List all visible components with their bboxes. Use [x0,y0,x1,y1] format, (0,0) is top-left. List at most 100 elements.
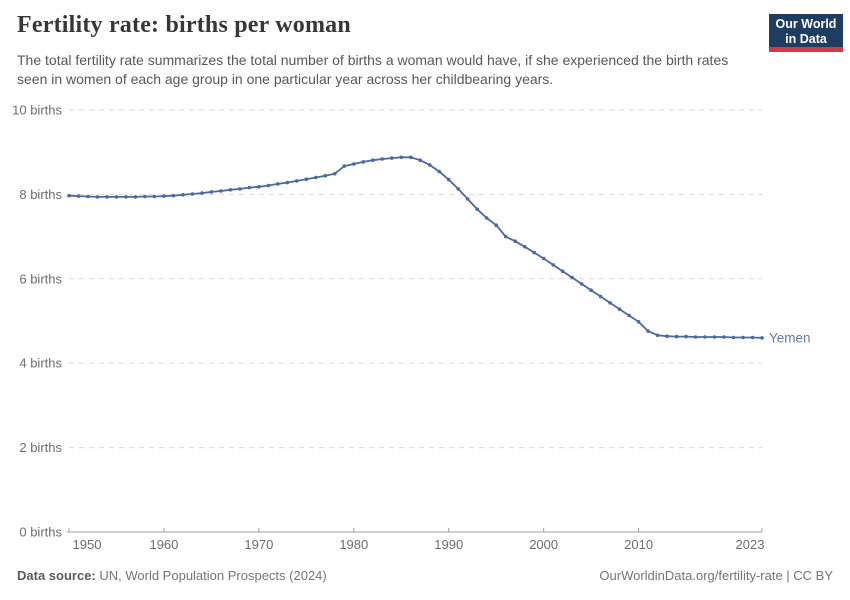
data-point-marker[interactable] [162,194,166,198]
data-point-marker[interactable] [95,195,100,199]
data-point-marker[interactable] [67,193,71,198]
chart-footer: Data source: UN, World Population Prospe… [17,568,833,583]
data-point-marker[interactable] [219,189,223,193]
owid-citation-link[interactable]: OurWorldinData.org/fertility-rate | CC B… [599,568,833,583]
data-source-label: Data source: [17,568,96,583]
data-point-marker[interactable] [285,180,290,185]
data-point-marker[interactable] [427,163,432,167]
data-source-value: UN, World Population Prospects (2024) [95,568,327,583]
data-point-marker[interactable] [352,162,356,166]
data-point-marker[interactable] [114,195,119,199]
data-point-marker[interactable] [570,275,574,280]
data-point-marker[interactable] [741,335,745,340]
data-point-marker[interactable] [152,194,157,199]
data-point-marker[interactable] [446,177,451,182]
data-point-marker[interactable] [494,223,499,227]
data-point-marker[interactable] [522,244,527,249]
data-point-marker[interactable] [304,177,309,181]
data-point-marker[interactable] [314,175,318,180]
data-point-marker[interactable] [532,250,536,255]
data-point-marker[interactable] [371,158,375,162]
data-point-marker[interactable] [437,169,442,174]
data-point-marker[interactable] [276,182,280,186]
data-point-marker[interactable] [551,263,555,267]
y-axis-tick-label: 2 births [19,440,62,455]
data-point-marker[interactable] [513,239,517,243]
data-point-marker[interactable] [541,256,546,261]
data-point-marker[interactable] [133,195,138,199]
data-point-marker[interactable] [627,313,631,318]
data-point-marker[interactable] [703,335,707,339]
data-point-marker[interactable] [674,334,679,339]
data-point-marker[interactable] [171,193,176,198]
data-point-marker[interactable] [665,334,669,338]
data-point-marker[interactable] [465,197,470,201]
data-point-marker[interactable] [266,183,271,188]
data-point-marker[interactable] [655,333,660,338]
data-point-marker[interactable] [399,155,404,160]
data-point-marker[interactable] [456,187,461,191]
data-point-marker[interactable] [484,216,489,220]
y-axis-tick-label: 4 births [19,356,62,371]
data-point-marker[interactable] [295,179,299,183]
data-source-note: Data source: UN, World Population Prospe… [17,568,327,583]
data-point-marker[interactable] [257,185,261,189]
data-point-marker[interactable] [731,335,736,340]
chart-area: 0 births 2 births 4 births 6 births 8 births… [0,96,850,562]
data-point-marker[interactable] [342,164,347,168]
data-point-marker[interactable] [636,320,641,324]
data-point-marker[interactable] [418,158,423,162]
data-point-marker[interactable] [560,269,565,273]
data-point-marker[interactable] [589,288,593,292]
data-point-marker[interactable] [760,336,764,340]
data-point-marker[interactable] [228,188,233,192]
series-yemen[interactable] [67,155,764,340]
x-axis-tick-label: 2000 [529,537,558,552]
y-axis-tick-label: 8 births [19,187,62,202]
x-axis-tick-label: 2010 [624,537,653,552]
x-axis-tick-label: 1960 [149,537,178,552]
x-axis-tick-label: 1980 [339,537,368,552]
data-point-marker[interactable] [86,194,90,199]
data-point-marker[interactable] [598,294,603,299]
owid-logo-line1: Our World [775,17,837,31]
data-point-marker[interactable] [608,301,612,305]
series-line[interactable] [68,156,763,339]
data-point-marker[interactable] [722,335,726,339]
data-point-marker[interactable] [323,174,328,178]
data-point-marker[interactable] [124,195,128,199]
data-point-marker[interactable] [693,335,698,339]
owid-logo[interactable]: Our World in Data [769,14,843,52]
data-point-marker[interactable] [181,193,185,197]
data-point-marker[interactable] [143,194,147,199]
y-axis-tick-label: 0 births [19,525,62,540]
data-point-marker[interactable] [361,160,366,164]
x-axis-tick-label: 2023 [736,537,765,552]
chart-subtitle: The total fertility rate summarizes the … [17,52,729,87]
page-title: Fertility rate: births per woman [17,12,351,38]
data-point-marker[interactable] [190,192,195,196]
data-point-marker[interactable] [712,335,717,339]
data-point-marker[interactable] [409,155,413,160]
data-point-marker[interactable] [333,171,337,176]
data-point-marker[interactable] [617,307,622,311]
data-point-marker[interactable] [200,191,204,195]
owid-logo-line2: in Data [785,32,827,46]
data-point-marker[interactable] [390,156,394,160]
data-point-marker[interactable] [105,195,109,199]
data-point-marker[interactable] [380,157,385,161]
data-point-marker[interactable] [475,207,480,211]
entity-label[interactable]: Yemen [769,330,811,345]
data-point-marker[interactable] [579,282,584,286]
data-point-marker[interactable] [247,185,252,190]
data-point-marker[interactable] [76,194,81,198]
data-point-marker[interactable] [684,334,688,339]
data-point-marker[interactable] [238,187,242,191]
data-point-marker[interactable] [209,190,214,194]
x-axis-tick-label: 1950 [73,537,102,552]
data-point-marker[interactable] [646,329,650,333]
data-point-marker[interactable] [503,234,508,239]
data-point-marker[interactable] [750,335,755,340]
x-axis-tick-label: 1970 [244,537,273,552]
